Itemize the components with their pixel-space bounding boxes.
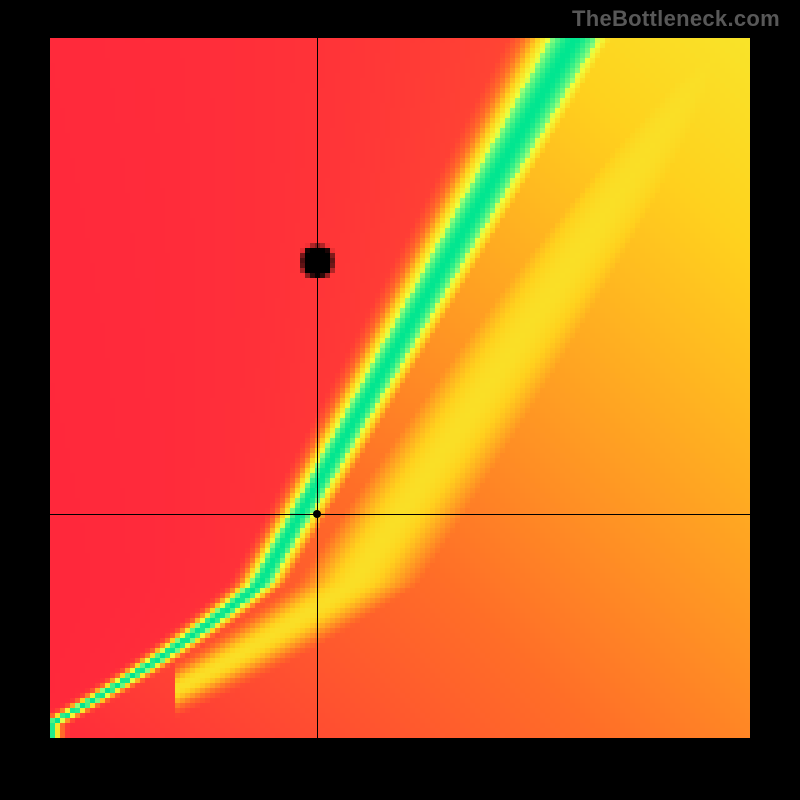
crosshair-horizontal xyxy=(50,514,750,515)
heatmap-canvas xyxy=(50,38,750,738)
crosshair-vertical xyxy=(317,38,318,738)
heatmap-plot xyxy=(50,38,750,738)
chart-container: TheBottleneck.com xyxy=(0,0,800,800)
watermark-text: TheBottleneck.com xyxy=(572,6,780,32)
